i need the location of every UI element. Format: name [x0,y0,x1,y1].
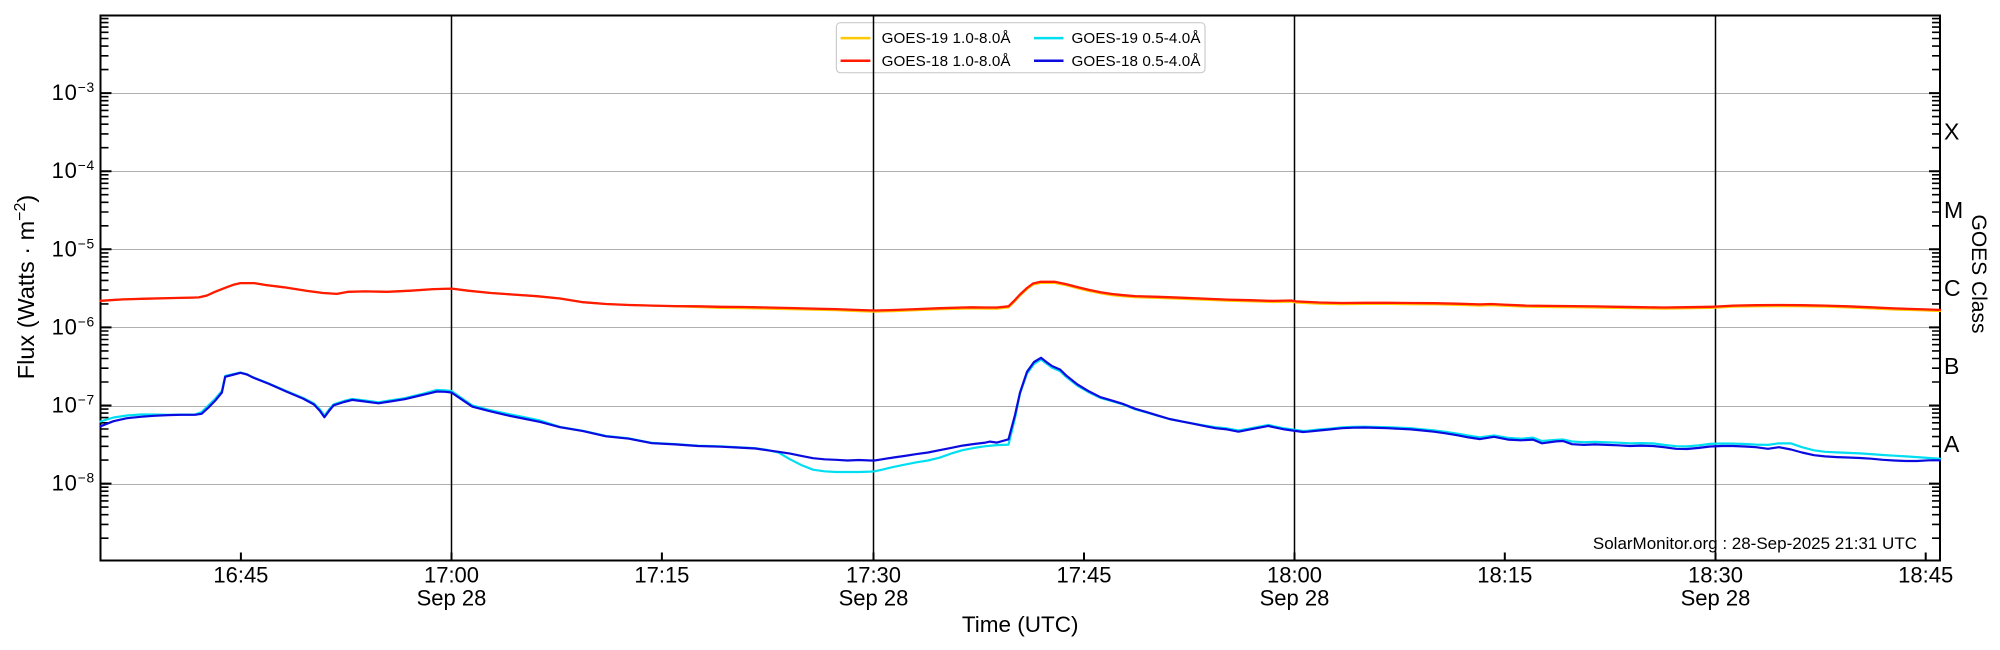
svg-text:GOES Class: GOES Class [1967,214,1990,333]
svg-text:Time (UTC): Time (UTC) [962,612,1079,637]
svg-text:C: C [1944,275,1961,301]
svg-text:16:45: 16:45 [213,563,268,588]
svg-text:18:00: 18:00 [1267,563,1322,588]
svg-text:X: X [1944,119,1959,145]
svg-text:M: M [1944,197,1963,223]
svg-text:10−8: 10−8 [52,471,95,496]
svg-text:SolarMonitor.org : 28-Sep-2025: SolarMonitor.org : 28-Sep-2025 21:31 UTC [1593,534,1917,553]
svg-text:Sep 28: Sep 28 [1681,586,1751,611]
svg-text:18:15: 18:15 [1477,563,1532,588]
svg-text:17:15: 17:15 [634,563,689,588]
svg-text:A: A [1944,431,1960,457]
svg-text:Sep 28: Sep 28 [1260,586,1330,611]
svg-text:GOES-18 1.0-8.0Å: GOES-18 1.0-8.0Å [882,53,1012,70]
svg-text:Sep 28: Sep 28 [417,586,487,611]
svg-text:Sep 28: Sep 28 [839,586,909,611]
svg-text:17:00: 17:00 [424,563,479,588]
svg-text:18:45: 18:45 [1898,563,1953,588]
svg-text:GOES-19 0.5-4.0Å: GOES-19 0.5-4.0Å [1072,30,1202,47]
svg-text:18:30: 18:30 [1688,563,1743,588]
svg-text:B: B [1944,353,1959,379]
svg-text:Flux (Watts · m−2): Flux (Watts · m−2) [12,195,39,379]
svg-text:17:45: 17:45 [1056,563,1111,588]
svg-text:GOES-19 1.0-8.0Å: GOES-19 1.0-8.0Å [882,30,1012,47]
svg-text:GOES-18 0.5-4.0Å: GOES-18 0.5-4.0Å [1072,53,1202,70]
svg-text:17:30: 17:30 [846,563,901,588]
